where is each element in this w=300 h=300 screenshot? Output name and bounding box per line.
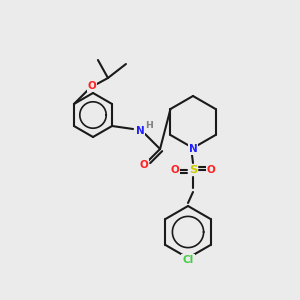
Text: Cl: Cl [182, 255, 194, 265]
Text: N: N [189, 144, 197, 154]
Text: O: O [171, 165, 179, 175]
Text: N: N [136, 126, 144, 136]
Text: O: O [207, 165, 215, 175]
Text: O: O [88, 81, 96, 91]
Text: H: H [145, 122, 153, 130]
Text: S: S [189, 165, 197, 175]
Text: O: O [140, 160, 148, 170]
